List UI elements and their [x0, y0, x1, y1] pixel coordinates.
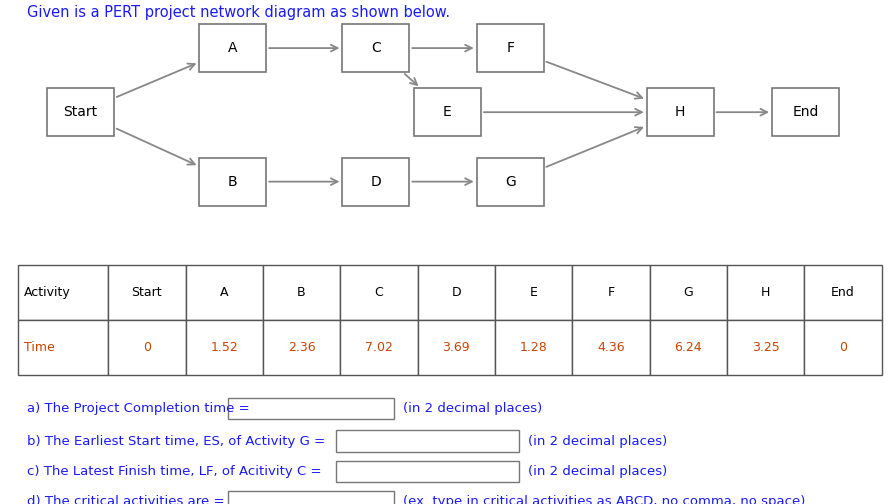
Text: (in 2 decimal places): (in 2 decimal places) [527, 434, 667, 448]
Text: B: B [297, 286, 306, 299]
Text: 2.36: 2.36 [287, 341, 315, 354]
Bar [476, 24, 543, 72]
Bar [335, 461, 519, 482]
Text: F: F [506, 41, 513, 55]
Bar [571, 320, 649, 375]
Text: 1.28: 1.28 [519, 341, 547, 354]
Bar [228, 398, 393, 419]
Bar [18, 320, 108, 375]
Text: Start: Start [63, 105, 97, 119]
Text: H: H [760, 286, 770, 299]
Bar [263, 320, 340, 375]
Text: 7.02: 7.02 [365, 341, 392, 354]
Text: G: G [683, 286, 692, 299]
Text: Given is a PERT project network diagram as shown below.: Given is a PERT project network diagram … [27, 6, 450, 20]
Bar [342, 24, 409, 72]
Bar [108, 265, 185, 320]
Text: c) The Latest Finish time, LF, of Acitivity C =: c) The Latest Finish time, LF, of Acitiv… [27, 465, 321, 478]
Bar [413, 88, 481, 136]
Bar [804, 265, 881, 320]
Bar [417, 320, 494, 375]
Text: 0: 0 [838, 341, 846, 354]
Text: A: A [228, 41, 237, 55]
Text: F: F [607, 286, 614, 299]
Text: G: G [504, 175, 515, 188]
Text: Activity: Activity [24, 286, 71, 299]
Bar [263, 265, 340, 320]
Bar [649, 320, 726, 375]
Bar [771, 88, 839, 136]
Text: d) The critical activities are =: d) The critical activities are = [27, 495, 224, 504]
Bar [726, 320, 804, 375]
Bar [46, 88, 114, 136]
Bar [417, 265, 494, 320]
Text: b) The Earliest Start time, ES, of Activity G =: b) The Earliest Start time, ES, of Activ… [27, 434, 325, 448]
Text: 0: 0 [143, 341, 151, 354]
Text: E: E [529, 286, 537, 299]
Text: (in 2 decimal places): (in 2 decimal places) [527, 465, 667, 478]
Text: 6.24: 6.24 [674, 341, 701, 354]
Bar [804, 320, 881, 375]
Text: C: C [374, 286, 383, 299]
Text: C: C [371, 41, 380, 55]
Bar [340, 320, 417, 375]
Bar [335, 430, 519, 452]
Bar [340, 265, 417, 320]
Bar [726, 265, 804, 320]
Text: (ex. type in critical activities as ABCD, no comma, no space): (ex. type in critical activities as ABCD… [402, 495, 805, 504]
Text: (in 2 decimal places): (in 2 decimal places) [402, 402, 542, 415]
Bar [198, 158, 266, 206]
Text: End: End [831, 286, 854, 299]
Bar [185, 320, 263, 375]
Bar [18, 265, 108, 320]
Text: 1.52: 1.52 [210, 341, 238, 354]
Text: End: End [791, 105, 818, 119]
Bar [645, 88, 713, 136]
Text: B: B [228, 175, 237, 188]
Text: A: A [220, 286, 228, 299]
Bar [571, 265, 649, 320]
Bar [198, 24, 266, 72]
Text: D: D [370, 175, 381, 188]
Bar [342, 158, 409, 206]
Text: 3.69: 3.69 [442, 341, 469, 354]
Bar [494, 265, 571, 320]
Bar [476, 158, 543, 206]
Text: a) The Project Completion time =: a) The Project Completion time = [27, 402, 249, 415]
Text: D: D [451, 286, 460, 299]
Bar [228, 491, 393, 504]
Text: 3.25: 3.25 [751, 341, 779, 354]
Text: Time: Time [24, 341, 55, 354]
Text: 4.36: 4.36 [596, 341, 624, 354]
Text: H: H [674, 105, 685, 119]
Bar [108, 320, 185, 375]
Bar [185, 265, 263, 320]
Text: Start: Start [131, 286, 162, 299]
Text: E: E [443, 105, 451, 119]
Bar [649, 265, 726, 320]
Bar [494, 320, 571, 375]
